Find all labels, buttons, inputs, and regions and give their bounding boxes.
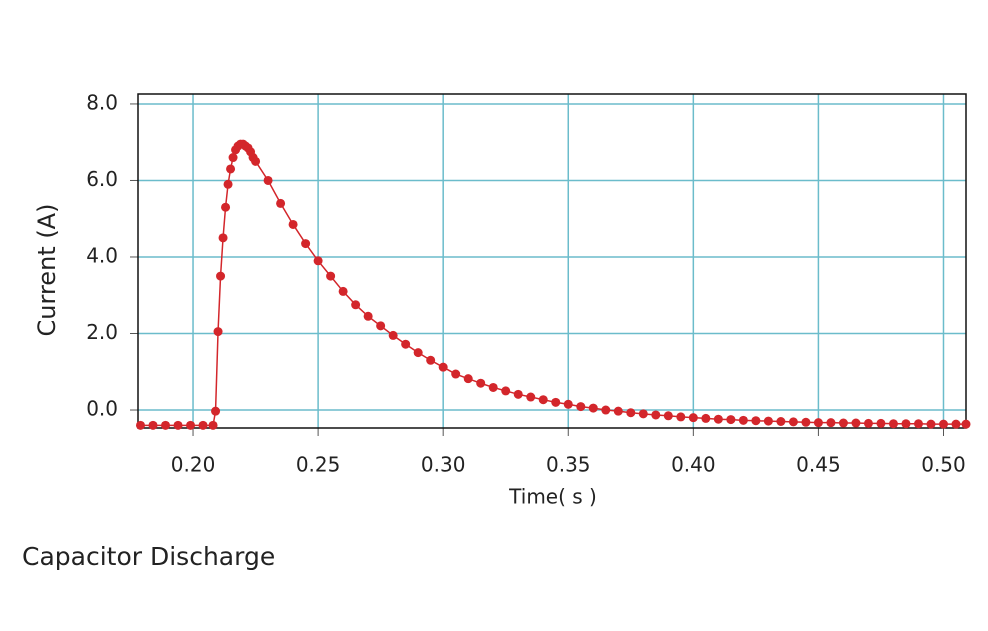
plot-frame xyxy=(137,93,967,429)
data-point xyxy=(213,327,223,337)
data-point xyxy=(738,415,748,425)
data-point xyxy=(148,420,158,430)
data-point xyxy=(288,219,298,229)
data-point xyxy=(788,417,798,427)
data-point xyxy=(476,378,486,388)
data-point xyxy=(136,420,146,430)
data-point xyxy=(301,239,311,249)
data-point xyxy=(813,418,823,428)
data-point xyxy=(401,339,411,349)
data-point xyxy=(186,420,196,430)
data-point xyxy=(526,392,536,402)
data-point xyxy=(221,202,231,212)
data-point xyxy=(688,413,698,423)
data-point xyxy=(951,419,961,429)
data-point xyxy=(251,156,261,166)
y-tick-label: 4.0 xyxy=(86,243,118,267)
data-point xyxy=(501,386,511,396)
data-point xyxy=(576,402,586,412)
y-tick-label: 8.0 xyxy=(86,90,118,114)
data-point xyxy=(876,418,886,428)
x-tick-label: 0.35 xyxy=(546,453,591,477)
series-line xyxy=(140,143,966,427)
x-axis-label: Time( s ) xyxy=(508,485,597,509)
data-point xyxy=(613,406,623,416)
x-tick-label: 0.30 xyxy=(421,453,466,477)
data-point xyxy=(218,233,228,243)
data-point xyxy=(563,399,573,409)
data-point xyxy=(863,418,873,428)
data-point xyxy=(263,175,273,185)
data-point xyxy=(676,412,686,422)
data-point xyxy=(363,311,373,321)
data-point xyxy=(226,164,236,174)
data-point xyxy=(276,198,286,208)
data-point xyxy=(223,179,233,189)
data-point xyxy=(638,409,648,419)
data-point xyxy=(538,395,548,405)
data-point xyxy=(926,419,936,429)
y-tick-label: 6.0 xyxy=(86,167,118,191)
data-point xyxy=(161,420,171,430)
data-point xyxy=(601,405,611,415)
data-point xyxy=(426,355,436,365)
data-point xyxy=(763,416,773,426)
data-point xyxy=(338,286,348,296)
data-point xyxy=(588,403,598,413)
data-point xyxy=(651,410,661,420)
data-point xyxy=(801,417,811,427)
data-point xyxy=(826,418,836,428)
data-point xyxy=(388,330,398,340)
data-point xyxy=(626,408,636,418)
x-tick-label: 0.20 xyxy=(171,453,216,477)
data-point xyxy=(776,416,786,426)
data-point xyxy=(211,406,221,416)
data-point xyxy=(901,419,911,429)
data-point xyxy=(726,415,736,425)
x-tick-label: 0.40 xyxy=(671,453,716,477)
data-point xyxy=(326,271,336,281)
data-point xyxy=(938,419,948,429)
x-tick-label: 0.50 xyxy=(921,453,966,477)
data-point xyxy=(313,256,323,266)
data-point xyxy=(216,271,226,281)
data-point xyxy=(351,300,361,310)
x-tick-label: 0.25 xyxy=(296,453,341,477)
data-point xyxy=(488,382,498,392)
data-point xyxy=(663,411,673,421)
data-point xyxy=(228,153,238,163)
data-point xyxy=(451,369,461,379)
y-axis-label: Current (A) xyxy=(33,204,61,337)
data-point xyxy=(438,362,448,372)
data-point xyxy=(463,374,473,384)
y-tick-label: 0.0 xyxy=(86,397,118,421)
data-point xyxy=(713,414,723,424)
data-point xyxy=(513,389,523,399)
data-point xyxy=(961,419,971,429)
data-point xyxy=(851,418,861,428)
data-point xyxy=(413,348,423,358)
data-point xyxy=(173,420,183,430)
data-point xyxy=(701,413,711,423)
data-point xyxy=(551,397,561,407)
data-point xyxy=(888,419,898,429)
y-tick-label: 2.0 xyxy=(86,320,118,344)
x-tick-label: 0.45 xyxy=(796,453,841,477)
data-point xyxy=(838,418,848,428)
data-point xyxy=(376,321,386,331)
data-point xyxy=(198,420,208,430)
data-point xyxy=(208,420,218,430)
chart-title: Capacitor Discharge xyxy=(22,542,275,571)
data-point xyxy=(751,416,761,426)
data-point xyxy=(913,419,923,429)
